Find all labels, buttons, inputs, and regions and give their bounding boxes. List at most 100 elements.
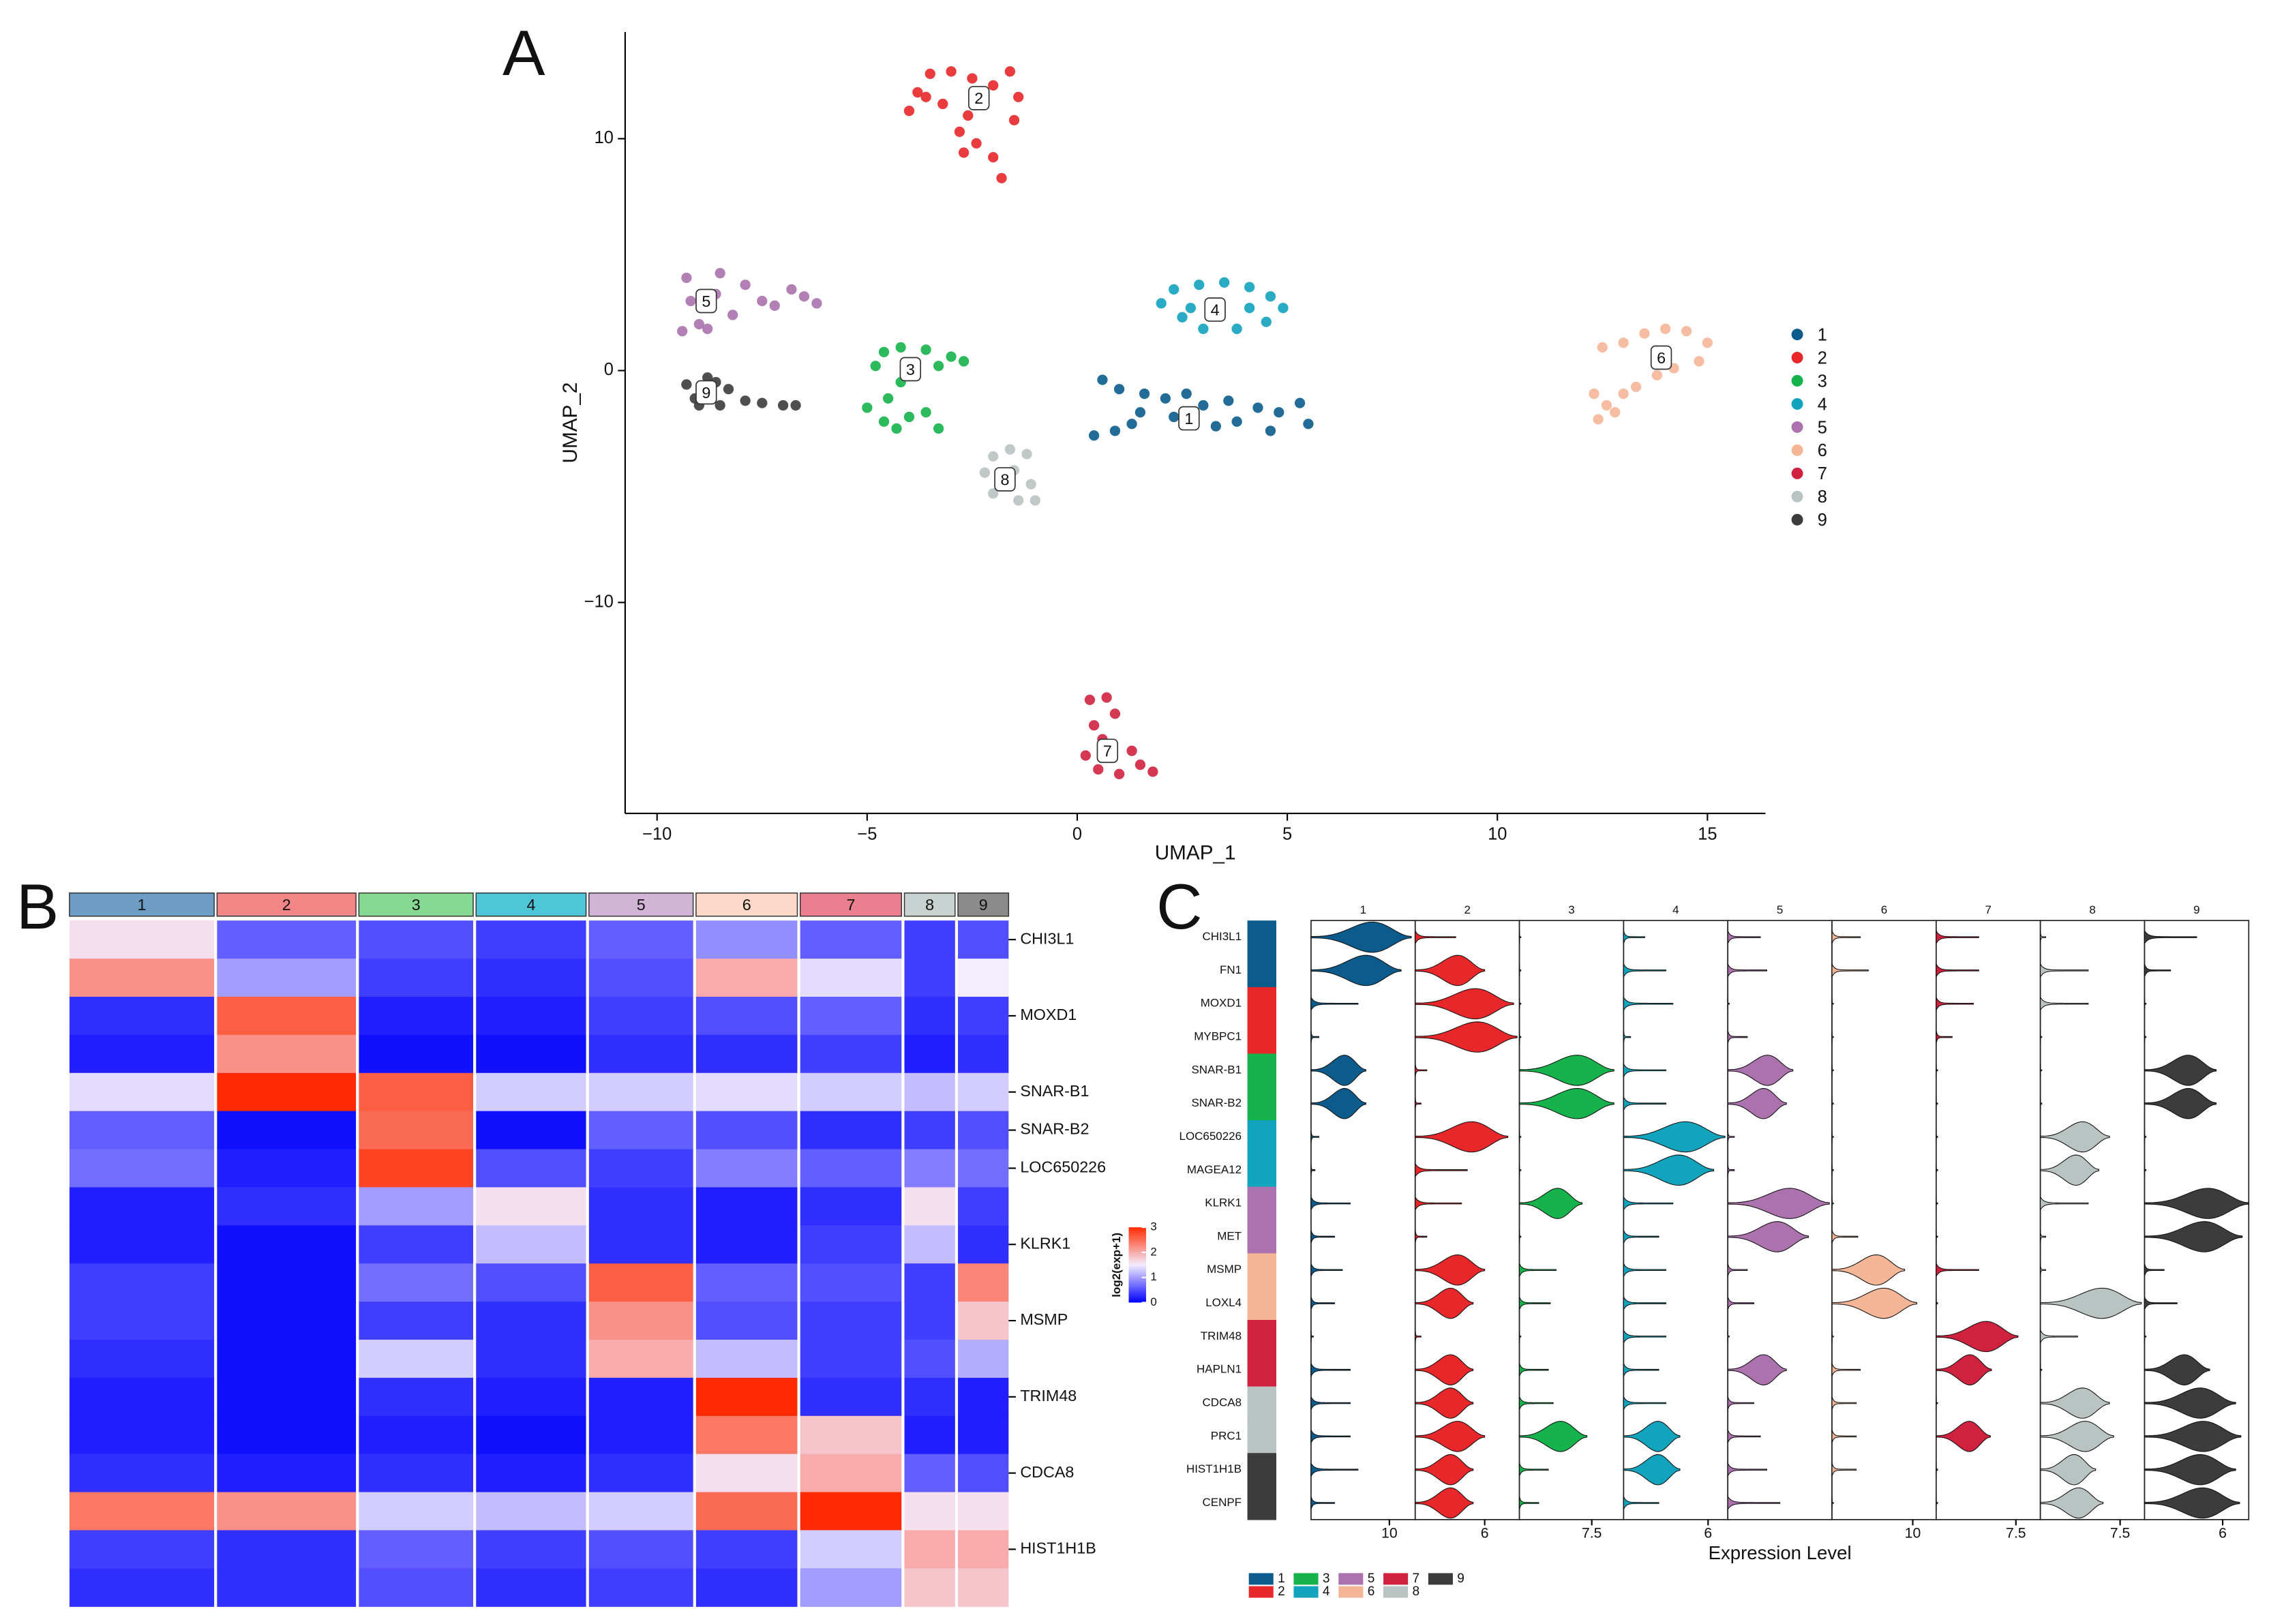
violin (1727, 1188, 1830, 1219)
violin (1831, 1287, 1917, 1319)
point (963, 110, 974, 121)
violin (1623, 1154, 1715, 1186)
heat-cell (359, 996, 474, 1036)
heat-cell (359, 1302, 474, 1340)
point (757, 295, 768, 307)
point (1156, 298, 1167, 309)
violin (1727, 1330, 1730, 1343)
row-label: LOC650226 (1020, 1158, 1106, 1176)
violin (2144, 929, 2197, 945)
legend-label: 7 (1413, 1572, 1420, 1586)
point (1219, 277, 1230, 288)
point (1660, 323, 1671, 334)
point (920, 407, 931, 418)
violin (1831, 1430, 1857, 1443)
point (1013, 495, 1024, 506)
heat-cell (958, 1454, 1009, 1493)
point (878, 346, 890, 357)
point (1651, 370, 1663, 380)
point (1618, 337, 1629, 348)
legend-label: 8 (1413, 1584, 1420, 1599)
violin (2040, 1030, 2043, 1044)
heat-cell (904, 1072, 955, 1112)
legend-swatch (1791, 444, 1803, 456)
point (677, 326, 688, 337)
heat-cell (800, 1149, 902, 1188)
heat-cell (476, 1530, 586, 1569)
heat-cell (588, 1415, 693, 1455)
violin (1519, 931, 1522, 944)
violin (1310, 996, 1359, 1012)
violin (1310, 1395, 1351, 1411)
heat-cell (800, 1530, 902, 1569)
row-label: HIST1H1B (1020, 1539, 1096, 1557)
legend-label: 6 (1818, 441, 1827, 460)
violin (1623, 963, 1666, 978)
heat-cell (69, 1034, 215, 1074)
cluster-label-box (968, 86, 990, 110)
heat-cell (217, 1454, 357, 1493)
cluster-header (358, 892, 474, 917)
cluster-label: 8 (1000, 470, 1009, 488)
violin (1415, 1097, 1422, 1110)
violin (1936, 1297, 1938, 1310)
violin (1623, 1329, 1666, 1344)
violin (2040, 1064, 2043, 1077)
violin (1310, 921, 1412, 953)
cluster-label: 4 (1211, 301, 1220, 318)
violin (2144, 1297, 2178, 1310)
panel-letter: C (1156, 871, 1202, 942)
gene-label: CHI3L1 (1203, 930, 1242, 943)
legend-label: 1 (1278, 1572, 1285, 1586)
heat-cell (359, 1454, 474, 1493)
violin (1936, 1463, 1938, 1476)
colorbar-tick-label: 0 (1150, 1295, 1156, 1308)
heat-cell (217, 1568, 357, 1607)
violin (1831, 1064, 1834, 1077)
legend-label: 1 (1818, 325, 1827, 344)
point (693, 318, 704, 330)
heat-cell (476, 1111, 586, 1150)
gene-label: PRC1 (1211, 1429, 1242, 1442)
gene-label: LOXL4 (1205, 1296, 1242, 1309)
heat-cell (904, 1530, 955, 1569)
heat-cell (476, 920, 586, 959)
heat-cell (904, 1492, 955, 1531)
heat-cell (69, 1111, 215, 1150)
violin (2144, 997, 2147, 1010)
heat-cell (588, 1302, 693, 1340)
gene-label: HIST1H1B (1186, 1462, 1242, 1475)
heat-cell (359, 1415, 474, 1455)
violin (2144, 1188, 2249, 1219)
point (681, 272, 692, 284)
cluster-label-box (1650, 345, 1672, 370)
heat-cell (904, 1149, 955, 1188)
point (878, 416, 890, 427)
legend-swatch (1293, 1573, 1319, 1585)
gene-label: MAGEA12 (1187, 1163, 1242, 1176)
legend-label: 7 (1818, 464, 1827, 483)
violin (1831, 931, 1861, 944)
heat-cell (476, 1339, 586, 1379)
heat-cell (958, 1302, 1009, 1340)
point (740, 395, 751, 406)
violin (1519, 1188, 1583, 1219)
violin-panel (1831, 920, 1937, 1520)
violin (1415, 988, 1514, 1019)
gene-color-strip (1247, 987, 1276, 1021)
point (1177, 312, 1188, 322)
violin (2144, 1055, 2217, 1086)
heat-cell (359, 1111, 474, 1150)
point (715, 268, 725, 279)
gene-color-strip (1247, 1120, 1276, 1154)
heat-cell (695, 1149, 798, 1188)
violin (1519, 1030, 1522, 1044)
cluster-label-box (1178, 406, 1200, 431)
violin (2144, 1454, 2236, 1486)
row-label: SNAR-B1 (1020, 1082, 1089, 1100)
gene-label: LOC650226 (1179, 1130, 1242, 1143)
gene-color-strip (1247, 1087, 1276, 1121)
point (1601, 400, 1612, 411)
point (1593, 414, 1604, 425)
legend-swatch (1248, 1573, 1274, 1585)
